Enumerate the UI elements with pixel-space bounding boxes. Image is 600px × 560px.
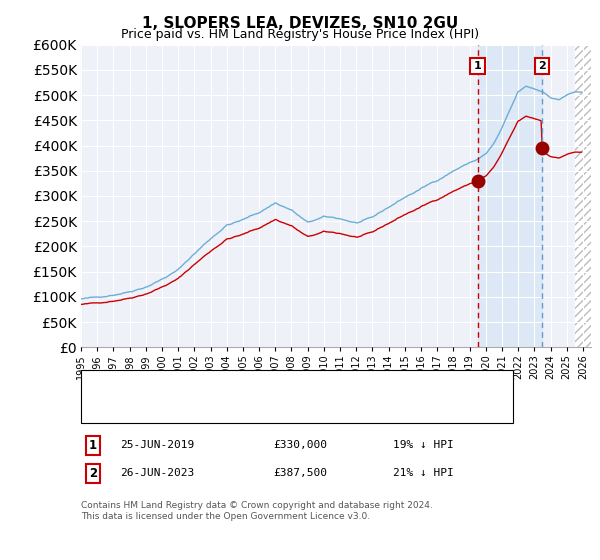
Text: 1: 1 <box>89 438 97 452</box>
Bar <box>478 45 542 347</box>
Text: Price paid vs. HM Land Registry's House Price Index (HPI): Price paid vs. HM Land Registry's House … <box>121 28 479 41</box>
Text: 26-JUN-2023: 26-JUN-2023 <box>120 468 194 478</box>
Text: 1: 1 <box>473 61 481 71</box>
Bar <box>575 45 591 347</box>
Text: Contains HM Land Registry data © Crown copyright and database right 2024.
This d: Contains HM Land Registry data © Crown c… <box>81 501 433 521</box>
Text: 2: 2 <box>89 466 97 480</box>
Text: 21% ↓ HPI: 21% ↓ HPI <box>393 468 454 478</box>
Text: 2: 2 <box>538 61 546 71</box>
Text: 25-JUN-2019: 25-JUN-2019 <box>120 440 194 450</box>
Text: £330,000: £330,000 <box>273 440 327 450</box>
Text: £387,500: £387,500 <box>273 468 327 478</box>
Text: 1, SLOPERS LEA, DEVIZES, SN10 2GU: 1, SLOPERS LEA, DEVIZES, SN10 2GU <box>142 16 458 31</box>
Bar <box>575 45 591 347</box>
Text: 19% ↓ HPI: 19% ↓ HPI <box>393 440 454 450</box>
Text: HPI: Average price, detached house, Wiltshire: HPI: Average price, detached house, Wilt… <box>118 403 357 413</box>
Text: 1, SLOPERS LEA, DEVIZES, SN10 2GU (detached house): 1, SLOPERS LEA, DEVIZES, SN10 2GU (detac… <box>118 380 407 390</box>
